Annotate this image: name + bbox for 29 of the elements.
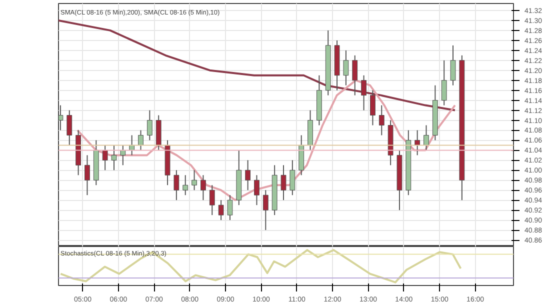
candlestick <box>352 54 358 96</box>
candlestick <box>343 50 349 86</box>
candlestick <box>120 144 126 166</box>
candlestick <box>245 160 251 191</box>
candlestick <box>209 184 215 216</box>
candlestick <box>361 74 366 111</box>
candlestick <box>378 104 384 136</box>
candlestick <box>280 164 286 201</box>
candlestick <box>450 44 456 86</box>
candlestick <box>227 194 233 221</box>
candlestick <box>174 170 180 201</box>
candlestick <box>200 174 206 201</box>
candlestick <box>290 160 296 196</box>
candlestick <box>138 130 144 151</box>
candlestick <box>102 144 108 171</box>
candlestick <box>254 174 260 206</box>
line-series <box>58 19 456 112</box>
candlestick <box>111 144 117 171</box>
candlestick <box>146 110 152 141</box>
candlestick <box>84 154 90 196</box>
candlestick <box>424 124 429 151</box>
candlestick <box>370 90 376 126</box>
candlestick <box>218 200 224 221</box>
candlestick <box>192 170 197 191</box>
candlestick <box>262 190 268 231</box>
candlestick <box>441 60 447 106</box>
candlestick <box>182 174 188 196</box>
candlestick <box>58 104 64 131</box>
candlestick <box>66 110 72 146</box>
